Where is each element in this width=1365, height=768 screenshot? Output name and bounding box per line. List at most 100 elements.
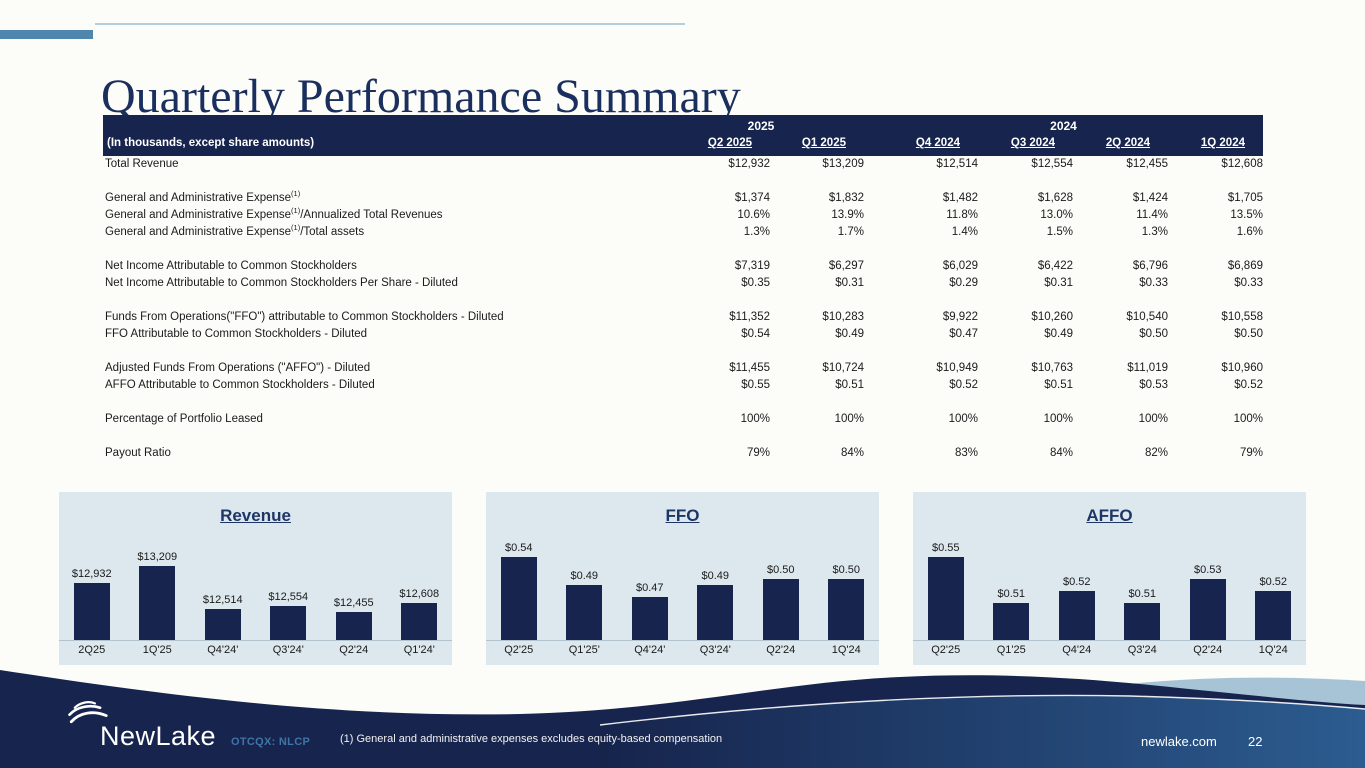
table-header: 2025 2024 (In thousands, except share amou… (103, 115, 1263, 156)
bar-category-label: Q2'24 (1193, 644, 1223, 656)
row-label: Net Income Attributable to Common Stockh… (105, 277, 458, 289)
bar (1058, 591, 1095, 640)
chart-title-text: AFFO (1086, 506, 1133, 525)
bar-category-label: 1Q'25 (142, 644, 172, 656)
bar-slot: $12,455 (321, 542, 387, 640)
website-link[interactable]: newlake.com (1141, 734, 1217, 749)
x-axis-line (486, 640, 879, 641)
bar-value-label: $0.51 (1128, 588, 1157, 600)
bar-slot: $12,514 (190, 542, 256, 640)
footnote-marker: (1) (291, 190, 301, 199)
row-value: $10,763 (1031, 362, 1073, 374)
footnote-marker: (1) (291, 207, 301, 216)
bar-value-label: $12,608 (399, 588, 440, 600)
row-value: $1,705 (1227, 192, 1263, 204)
row-label: General and Administrative Expense(1)/To… (105, 224, 365, 238)
table-row: Payout Ratio 79% 84% 83% 84% 82% 79% (103, 445, 1263, 462)
bar (697, 585, 734, 640)
bar-slot: $0.51 (979, 542, 1045, 640)
table-row: Total Revenue $12,932 $13,209 $12,514 $12,55… (103, 156, 1263, 173)
row-value: $11,455 (729, 362, 770, 374)
row-value: 13.0% (1040, 209, 1073, 221)
bar-category-label: 1Q'24 (831, 644, 861, 656)
bar (401, 603, 438, 640)
row-value: $7,319 (734, 260, 770, 272)
row-value: 1.4% (951, 226, 978, 238)
table-spacer-row (103, 292, 1263, 309)
row-value: $10,724 (822, 362, 864, 374)
bar-category-label: 2Q25 (78, 644, 106, 656)
bar (993, 603, 1030, 640)
row-value: 100% (834, 413, 864, 425)
row-value: $0.35 (741, 277, 770, 289)
chart-plot-area: $12,932 $13,209 $12,514 $12,554 $12,455 $12,6… (59, 542, 452, 640)
row-value: $0.52 (949, 379, 978, 391)
row-value: $10,960 (1221, 362, 1263, 374)
row-value: 1.5% (1046, 226, 1073, 238)
row-value: 11.8% (946, 209, 978, 221)
row-value: $6,796 (1132, 260, 1168, 272)
column-header-label: 1Q 2024 (1200, 137, 1245, 149)
bar (828, 579, 865, 640)
bar-category-label: Q3'24' (272, 644, 304, 656)
row-value: 100% (1043, 413, 1073, 425)
table-spacer-row (103, 343, 1263, 360)
row-value: 82% (1144, 447, 1168, 459)
row-value: $1,832 (828, 192, 864, 204)
bar (631, 597, 668, 640)
bar-category-label: Q1'25' (568, 644, 600, 656)
bar-slot: $0.49 (552, 542, 618, 640)
x-axis-labels: Q2'25 Q1'25' Q4'24' Q3'24' Q2'24 1Q'24 (486, 644, 879, 656)
bar-value-label: $0.52 (1062, 576, 1091, 588)
bar-category-label: Q2'25 (504, 644, 534, 656)
bar-value-label: $0.55 (931, 542, 960, 554)
row-value: $9,922 (942, 311, 978, 323)
column-header-label: Q2 2025 (707, 137, 752, 149)
x-axis-line (59, 640, 452, 641)
row-value: $0.50 (1234, 328, 1263, 340)
row-value: 100% (948, 413, 978, 425)
row-value: $0.52 (1234, 379, 1263, 391)
bar-slot: $0.51 (1110, 542, 1176, 640)
row-value: 1.7% (837, 226, 864, 238)
row-label: Total Revenue (105, 158, 179, 170)
row-value: $6,297 (828, 260, 864, 272)
bar-value-label: $12,514 (202, 594, 243, 606)
column-header: Q1 2025 (770, 134, 864, 152)
table-row: Adjusted Funds From Operations ("AFFO") … (103, 360, 1263, 377)
row-value: $12,455 (1126, 158, 1168, 170)
row-value: $1,482 (942, 192, 978, 204)
bar-value-label: $12,455 (333, 597, 374, 609)
bar-value-label: $0.53 (1193, 564, 1222, 576)
bar-category-label: Q4'24 (1062, 644, 1092, 656)
row-value: $12,554 (1031, 158, 1073, 170)
chart-panel-ffo: FFO $0.54 $0.49 $0.47 $0.49 $0.50 $0.50 Q2'25 Q1… (486, 492, 879, 665)
bar (73, 583, 110, 640)
chart-plot-area: $0.55 $0.51 $0.52 $0.51 $0.53 $0.52 (913, 542, 1306, 640)
bar (335, 612, 372, 640)
bar-slot: $12,932 (59, 542, 125, 640)
bar-value-label: $12,554 (268, 591, 309, 603)
row-label: Funds From Operations("FFO") attributabl… (105, 311, 504, 323)
bar (1189, 579, 1226, 640)
chart-title: FFO (486, 492, 879, 526)
gradient-wave-shape (600, 695, 1365, 768)
row-value: $10,558 (1221, 311, 1263, 323)
row-value: 79% (746, 447, 770, 459)
bar-value-label: $0.49 (570, 570, 599, 582)
row-value: $10,260 (1031, 311, 1073, 323)
chart-title: Revenue (59, 492, 452, 526)
bar-value-label: $0.51 (997, 588, 1026, 600)
x-axis-labels: 2Q25 1Q'25 Q4'24' Q3'24' Q2'24 Q1'24' (59, 644, 452, 656)
bar-category-label: Q1'24' (403, 644, 435, 656)
bar-value-label: $0.54 (504, 542, 533, 554)
row-value: $0.55 (741, 379, 770, 391)
top-accent-bar (0, 30, 93, 39)
bar-category-label: Q4'24' (634, 644, 666, 656)
table-spacer-row (103, 394, 1263, 411)
row-value: $0.54 (741, 328, 770, 340)
row-label: Percentage of Portfolio Leased (105, 413, 263, 425)
bar (270, 606, 307, 640)
row-value: $10,949 (936, 362, 978, 374)
bar-category-label: Q3'24' (699, 644, 731, 656)
